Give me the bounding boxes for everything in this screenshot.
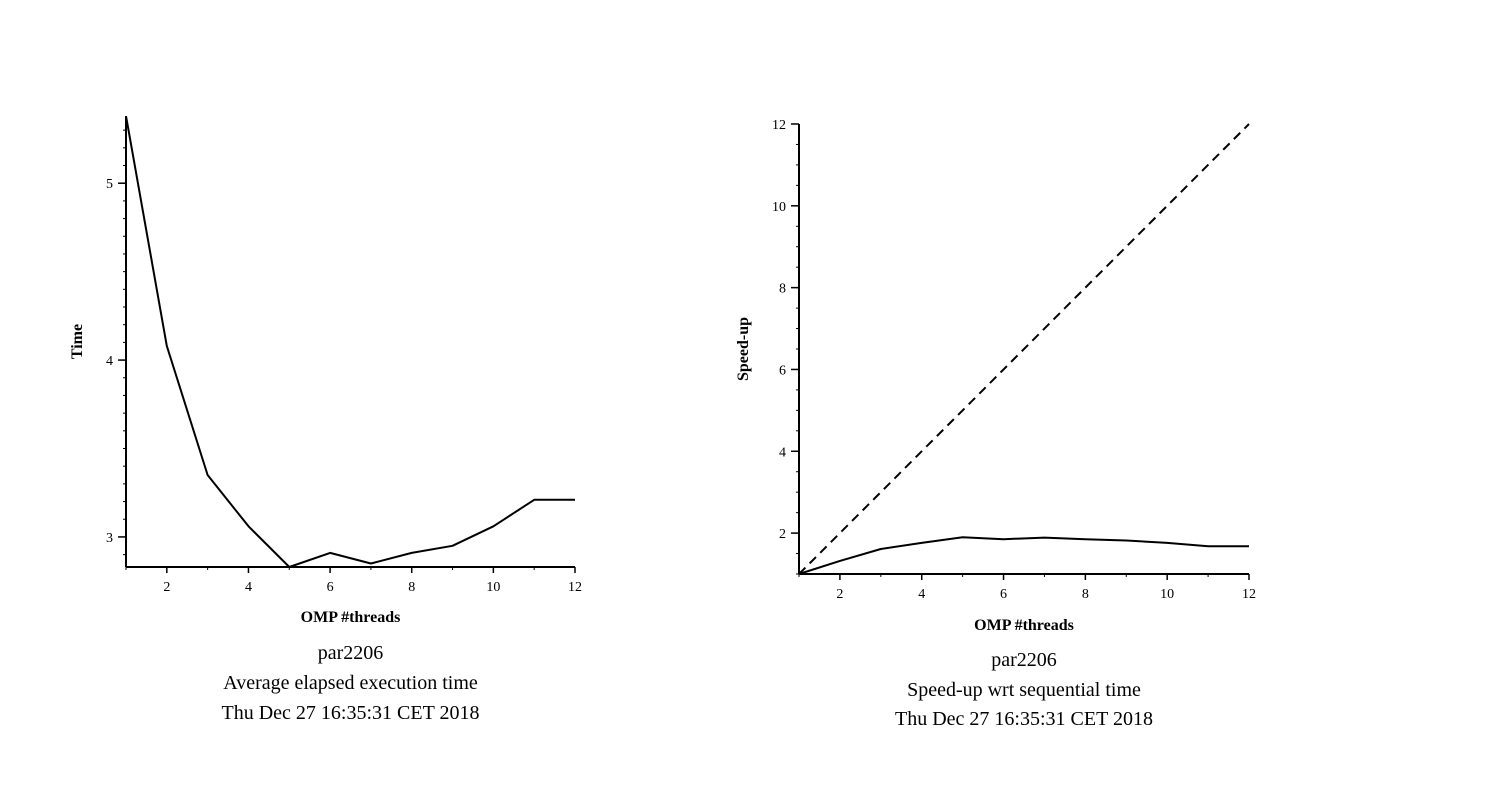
chart1-x-tick-label: 6 <box>327 580 334 595</box>
chart2-y-tick-label: 8 <box>779 282 786 297</box>
chart2-x-axis-label: OMP #threads <box>974 617 1074 634</box>
chart2-y-axis-label: Speed-up <box>735 317 752 381</box>
chart2-x-tick-label: 6 <box>1000 587 1007 602</box>
chart2-y-tick-label: 4 <box>779 445 786 460</box>
chart1-caption-line: par2206 <box>318 642 384 664</box>
chart1-y-tick-label: 3 <box>106 531 113 546</box>
chart-speedup: 2 4 6 8 10 12 2 4 6 8 10 12 OMP #threads Speed-up par2… <box>735 118 1256 730</box>
chart2-series-line-ideal <box>798 123 1250 575</box>
chart-time: 2 4 6 8 10 12 3 4 5 OMP #threads Time par2206 Averag… <box>69 115 582 724</box>
chart1-caption-line: Average elapsed execution time <box>223 672 478 694</box>
chart2-caption-line: Speed-up wrt sequential time <box>907 679 1141 701</box>
chart1-x-tick-label: 8 <box>408 580 415 595</box>
chart1-y-tick-label: 5 <box>106 177 113 192</box>
chart2-x-tick-label: 10 <box>1160 587 1174 602</box>
chart1-x-axis-label: OMP #threads <box>301 609 401 626</box>
chart2-caption-line: par2206 <box>991 649 1057 671</box>
chart2-y-tick-label: 2 <box>779 527 786 542</box>
chart1-x-tick-label: 4 <box>245 580 252 595</box>
chart2-caption-line: Thu Dec 27 16:35:31 CET 2018 <box>895 708 1153 730</box>
chart2-x-tick-label: 2 <box>836 587 843 602</box>
chart1-series-line-measured <box>125 115 575 568</box>
chart2-y-tick-label: 10 <box>772 200 786 215</box>
chart1-y-axis-label: Time <box>69 324 86 359</box>
chart2-x-tick-label: 8 <box>1082 587 1089 602</box>
chart2-x-tick-label: 12 <box>1242 587 1256 602</box>
chart1-caption-line: Thu Dec 27 16:35:31 CET 2018 <box>222 702 480 724</box>
chart2-y-tick-label: 12 <box>772 118 786 133</box>
chart2-series-line-measured <box>798 536 1249 575</box>
chart1-y-tick-label: 4 <box>106 354 113 369</box>
chart1-x-tick-label: 2 <box>163 580 170 595</box>
chart1-x-tick-label: 10 <box>486 580 500 595</box>
chart2-y-tick-label: 6 <box>779 363 786 378</box>
chart1-x-tick-label: 12 <box>568 580 582 595</box>
chart2-x-tick-label: 4 <box>918 587 925 602</box>
